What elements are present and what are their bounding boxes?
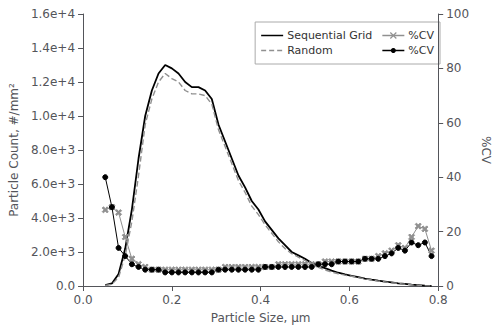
svg-text:8.0e+3: 8.0e+3 <box>31 143 75 157</box>
svg-text:0: 0 <box>446 279 454 293</box>
svg-text:1.2e+4: 1.2e+4 <box>31 75 75 89</box>
svg-text:0.2: 0.2 <box>162 293 181 307</box>
svg-text:0.8: 0.8 <box>429 293 448 307</box>
svg-text:0.6: 0.6 <box>340 293 359 307</box>
svg-text:1.0e+4: 1.0e+4 <box>31 109 75 123</box>
svg-text:60: 60 <box>446 116 461 130</box>
svg-text:%CV: %CV <box>479 136 493 165</box>
svg-text:4.0e+3: 4.0e+3 <box>31 211 75 225</box>
svg-text:Sequential Grid: Sequential Grid <box>287 29 372 42</box>
svg-text:%CV: %CV <box>408 29 434 42</box>
svg-text:%CV: %CV <box>408 44 434 57</box>
svg-text:100: 100 <box>446 7 469 21</box>
svg-text:Particle Count, #/mm²: Particle Count, #/mm² <box>7 83 21 217</box>
svg-text:80: 80 <box>446 61 461 75</box>
svg-text:2.0e+3: 2.0e+3 <box>31 245 75 259</box>
svg-text:0.0: 0.0 <box>56 279 75 293</box>
svg-text:40: 40 <box>446 170 461 184</box>
svg-text:1.4e+4: 1.4e+4 <box>31 41 75 55</box>
svg-text:0.4: 0.4 <box>251 293 270 307</box>
svg-text:20: 20 <box>446 225 461 239</box>
svg-text:0.0: 0.0 <box>74 293 93 307</box>
svg-text:Random: Random <box>287 44 333 57</box>
svg-text:6.0e+3: 6.0e+3 <box>31 177 75 191</box>
svg-text:Particle Size, μm: Particle Size, μm <box>211 311 311 325</box>
svg-text:1.6e+4: 1.6e+4 <box>31 7 75 21</box>
